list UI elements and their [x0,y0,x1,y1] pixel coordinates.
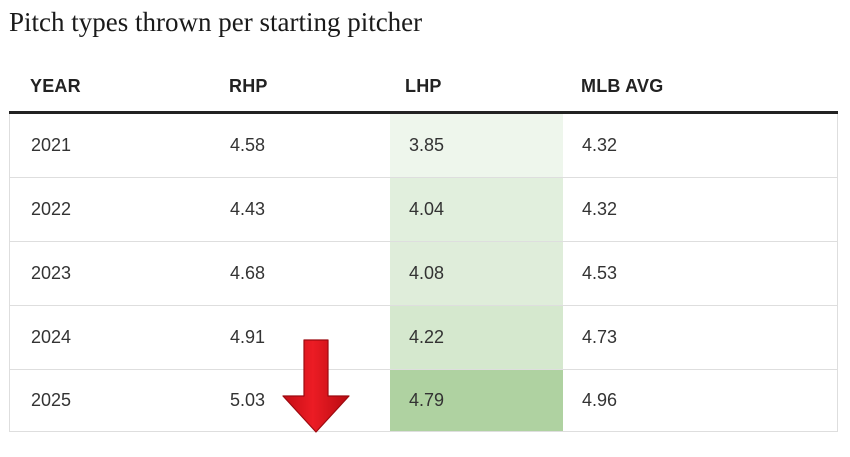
table-row: 2021 4.58 3.85 4.32 [10,114,837,178]
cell-year: 2023 [31,263,72,283]
cell-year: 2024 [31,327,72,347]
cell-mlb-avg: 4.32 [582,135,618,155]
table-header: YEAR RHP LHP MLB AVG [9,60,838,114]
cell-rhp: 4.68 [230,263,266,283]
header-rhp: RHP [229,76,268,96]
cell-lhp: 4.22 [390,306,563,369]
cell-lhp: 4.08 [390,242,563,305]
table-body: 2021 4.58 3.85 4.32 2022 4.43 4.04 4.32 … [9,114,838,432]
chart-title: Pitch types thrown per starting pitcher [9,7,423,37]
table-row: 2023 4.68 4.08 4.53 [10,242,837,306]
cell-year: 2021 [31,135,72,155]
down-arrow-icon [282,339,350,433]
pitch-types-table: YEAR RHP LHP MLB AVG 2021 4.58 3.85 4.32… [9,60,838,432]
table-row: 2022 4.43 4.04 4.32 [10,178,837,242]
cell-lhp: 3.85 [390,114,563,177]
cell-year: 2025 [31,390,72,410]
cell-rhp: 5.03 [230,390,266,410]
down-arrow-shape [282,339,350,433]
header-mlb-avg: MLB AVG [581,76,664,96]
header-year: YEAR [30,76,81,96]
header-lhp: LHP [405,76,442,96]
table-row: 2024 4.91 4.22 4.73 [10,306,837,370]
cell-year: 2022 [31,199,72,219]
cell-mlb-avg: 4.32 [582,199,618,219]
cell-mlb-avg: 4.53 [582,263,618,283]
cell-mlb-avg: 4.73 [582,327,618,347]
table-row: 2025 5.03 4.79 4.96 [10,370,837,432]
cell-rhp: 4.91 [230,327,266,347]
cell-lhp: 4.79 [390,370,563,431]
cell-rhp: 4.58 [230,135,266,155]
cell-rhp: 4.43 [230,199,266,219]
cell-mlb-avg: 4.96 [582,390,618,410]
cell-lhp: 4.04 [390,178,563,241]
